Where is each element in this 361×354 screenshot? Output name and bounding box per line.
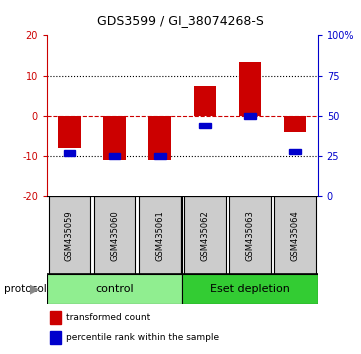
- Text: GSM435059: GSM435059: [65, 210, 74, 261]
- Text: Eset depletion: Eset depletion: [210, 284, 290, 295]
- Bar: [154, 153, 166, 159]
- Bar: [184, 196, 226, 274]
- Text: GSM435060: GSM435060: [110, 210, 119, 261]
- Bar: [284, 116, 306, 132]
- Bar: [58, 116, 81, 148]
- Bar: [244, 113, 256, 119]
- Bar: [109, 153, 121, 159]
- Text: protocol: protocol: [4, 284, 46, 295]
- Bar: [103, 116, 126, 160]
- Bar: [229, 196, 271, 274]
- Text: control: control: [95, 284, 134, 295]
- Bar: [182, 274, 318, 304]
- Bar: [274, 196, 316, 274]
- Text: GDS3599 / GI_38074268-S: GDS3599 / GI_38074268-S: [97, 14, 264, 27]
- Bar: [239, 62, 261, 116]
- Bar: [139, 196, 180, 274]
- Text: ▶: ▶: [30, 283, 39, 296]
- Bar: [47, 274, 182, 304]
- Text: GSM435063: GSM435063: [245, 210, 255, 261]
- Bar: [193, 86, 216, 116]
- Text: GSM435062: GSM435062: [200, 210, 209, 261]
- Bar: [94, 196, 135, 274]
- Bar: [50, 331, 61, 344]
- Bar: [289, 149, 301, 154]
- Text: GSM435061: GSM435061: [155, 210, 164, 261]
- Bar: [50, 311, 61, 324]
- Bar: [148, 116, 171, 160]
- Text: transformed count: transformed count: [66, 313, 151, 322]
- Text: GSM435064: GSM435064: [291, 210, 300, 261]
- Bar: [64, 150, 75, 156]
- Bar: [199, 123, 211, 129]
- Text: percentile rank within the sample: percentile rank within the sample: [66, 333, 219, 342]
- Bar: [49, 196, 90, 274]
